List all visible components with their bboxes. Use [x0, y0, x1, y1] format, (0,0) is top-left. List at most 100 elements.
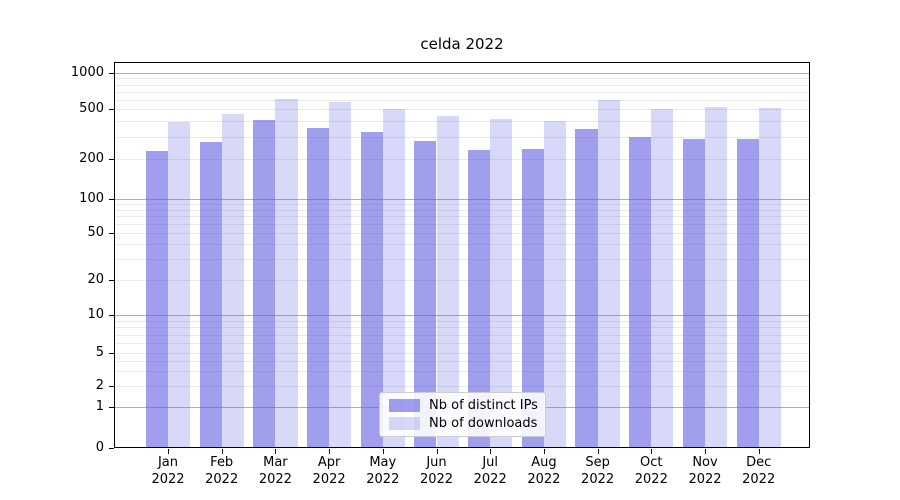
- y-tick-mark: [109, 315, 114, 316]
- y-tick-mark: [109, 109, 114, 110]
- y-tick-mark: [109, 386, 114, 387]
- y-tick-label: 500: [79, 101, 104, 116]
- y-gridline-minor: [115, 209, 809, 211]
- x-tick-mark: [382, 449, 384, 454]
- y-tick-mark: [109, 233, 114, 234]
- x-tick-label: Mar 2022: [258, 455, 292, 487]
- x-tick-label: Nov 2022: [688, 455, 722, 487]
- y-tick-mark: [109, 73, 114, 74]
- x-tick-mark: [543, 449, 545, 454]
- bar-distinct-ips-may: [360, 131, 383, 447]
- y-gridline-minor: [115, 259, 809, 261]
- x-tick-mark: [168, 449, 169, 454]
- y-tick-mark: [109, 159, 114, 160]
- y-tick-label: 20: [87, 272, 104, 287]
- bar-downloads-sep: [597, 99, 620, 447]
- y-gridline-minor: [115, 327, 809, 329]
- x-tick-mark: [758, 449, 760, 454]
- y-gridline-minor: [115, 84, 809, 86]
- x-tick-mark: [705, 449, 706, 454]
- bar-distinct-ips-jun: [414, 140, 437, 447]
- x-tick-mark: [651, 449, 653, 454]
- bar-distinct-ips-jul: [468, 149, 491, 447]
- bar-distinct-ips-oct: [629, 137, 652, 447]
- chart-title: celda 2022: [420, 35, 504, 53]
- y-gridline-minor: [115, 280, 809, 281]
- y-gridline-minor: [115, 361, 809, 363]
- legend: Nb of distinct IPs Nb of downloads: [379, 392, 546, 437]
- y-tick-label: 200: [79, 151, 104, 166]
- x-tick-label: Aug 2022: [527, 455, 561, 487]
- bar-distinct-ips-aug: [521, 149, 544, 447]
- x-tick-label: Oct 2022: [634, 455, 668, 487]
- x-tick-label: Dec 2022: [742, 455, 776, 487]
- y-gridline-minor: [115, 78, 809, 80]
- x-tick-mark: [329, 449, 331, 454]
- y-tick-label: 50: [87, 225, 104, 240]
- bar-downloads-jul: [490, 119, 513, 447]
- y-gridline-minor: [115, 386, 809, 387]
- y-gridline-minor: [115, 343, 809, 344]
- x-tick-label: Jul 2022: [473, 455, 507, 487]
- legend-swatch-downloads: [389, 417, 420, 430]
- legend-label-distinct-ips: Nb of distinct IPs: [429, 398, 538, 413]
- bar-downloads-jan: [168, 122, 191, 447]
- x-tick-mark: [436, 449, 438, 454]
- plot-area: [114, 62, 810, 448]
- y-gridline-minor: [115, 371, 809, 373]
- x-tick-label: Jun 2022: [419, 455, 454, 487]
- legend-row-downloads: Nb of downloads: [389, 416, 538, 431]
- x-tick-label: Feb 2022: [205, 455, 239, 487]
- x-tick-mark: [275, 449, 277, 454]
- x-tick-label: May 2022: [366, 455, 400, 487]
- y-gridline-minor: [115, 334, 809, 336]
- y-gridline-minor: [115, 91, 809, 93]
- bar-downloads-apr: [329, 101, 352, 447]
- bar-downloads-jun: [436, 116, 459, 447]
- y-tick-label: 10: [87, 307, 104, 322]
- y-gridline-major: [115, 315, 809, 316]
- y-gridline-minor: [115, 136, 809, 138]
- y-tick-mark: [109, 407, 114, 408]
- y-gridline-minor: [115, 109, 809, 110]
- bar-distinct-ips-apr: [306, 128, 330, 447]
- legend-row-distinct-ips: Nb of distinct IPs: [389, 398, 538, 413]
- bar-downloads-feb: [221, 114, 244, 447]
- y-gridline-minor: [115, 320, 809, 322]
- x-tick-label: Jan 2022: [151, 455, 185, 487]
- y-tick-mark: [109, 199, 114, 200]
- y-gridline-minor: [115, 99, 809, 101]
- legend-label-downloads: Nb of downloads: [429, 416, 538, 431]
- bar-distinct-ips-dec: [736, 139, 759, 447]
- y-gridline-minor: [115, 216, 809, 218]
- bar-distinct-ips-nov: [682, 139, 705, 447]
- y-gridline-minor: [115, 353, 809, 354]
- y-tick-mark: [109, 448, 114, 449]
- bar-downloads-aug: [543, 120, 567, 447]
- x-tick-label: Sep 2022: [581, 455, 615, 487]
- y-gridline-major: [115, 73, 809, 74]
- y-tick-label: 5: [95, 345, 104, 360]
- bar-distinct-ips-feb: [199, 142, 222, 447]
- bar-downloads-nov: [705, 107, 728, 447]
- y-gridline-minor: [115, 204, 809, 206]
- bar-distinct-ips-mar: [253, 119, 276, 447]
- bar-downloads-mar: [275, 98, 298, 447]
- y-tick-label: 100: [79, 191, 104, 206]
- x-tick-mark: [490, 449, 492, 454]
- x-tick-label: Apr 2022: [312, 455, 346, 487]
- bar-downloads-oct: [651, 109, 674, 447]
- y-tick-label: 1: [95, 399, 104, 414]
- bar-distinct-ips-jan: [145, 150, 168, 447]
- bar-distinct-ips-sep: [575, 129, 598, 447]
- y-tick-label: 0: [95, 440, 104, 455]
- y-gridline-major: [115, 199, 809, 200]
- x-tick-mark: [221, 449, 223, 454]
- y-gridline-minor: [115, 244, 809, 246]
- bar-downloads-dec: [758, 108, 781, 447]
- y-gridline-minor: [115, 121, 809, 123]
- x-tick-mark: [597, 449, 599, 454]
- y-gridline-minor: [115, 233, 809, 234]
- y-tick-label: 1000: [70, 65, 104, 80]
- y-tick-mark: [109, 353, 114, 354]
